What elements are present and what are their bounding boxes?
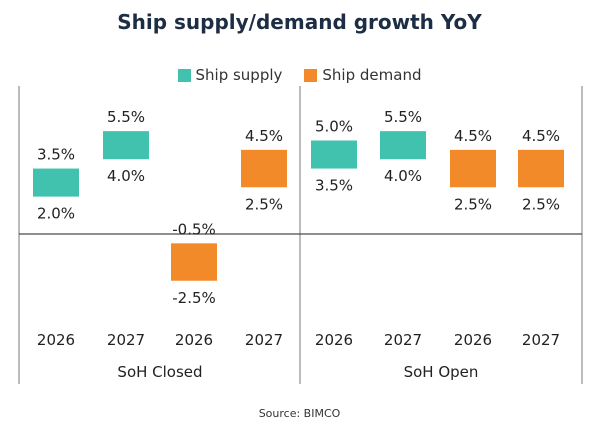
bar-low-label-7: 2.5% (522, 195, 560, 213)
bar-demand-2 (171, 243, 217, 281)
x-tick-label-5: 2027 (384, 331, 422, 349)
bar-supply-4 (311, 140, 357, 169)
legend-label-supply: Ship supply (195, 66, 283, 84)
bar-low-label-3: 2.5% (245, 195, 283, 213)
group-label-0: SoH Closed (117, 363, 202, 381)
group-label-1: SoH Open (404, 363, 479, 381)
bar-supply-0 (33, 168, 79, 197)
bar-high-label-7: 4.5% (522, 127, 560, 145)
x-tick-label-0: 2026 (37, 331, 75, 349)
bar-high-label-5: 5.5% (384, 108, 422, 126)
bar-high-label-2: -0.5% (172, 220, 216, 238)
chart-title: Ship supply/demand growth YoY (117, 10, 482, 34)
legend-label-demand: Ship demand (322, 66, 422, 84)
legend: Ship supply Ship demand (0, 66, 599, 84)
bar-demand-6 (450, 149, 496, 188)
source-note: Source: BIMCO (258, 407, 341, 420)
bar-low-label-6: 2.5% (454, 195, 492, 213)
x-tick-label-3: 2027 (245, 331, 283, 349)
bar-high-label-0: 3.5% (37, 146, 75, 164)
x-tick-label-1: 2027 (107, 331, 145, 349)
bar-low-label-2: -2.5% (172, 289, 216, 307)
x-tick-label-4: 2026 (315, 331, 353, 349)
bar-supply-5 (380, 131, 426, 160)
bar-supply-1 (103, 131, 149, 160)
bar-high-label-3: 4.5% (245, 127, 283, 145)
legend-swatch-supply (177, 68, 191, 82)
bar-high-label-4: 5.0% (315, 118, 353, 136)
legend-item-supply: Ship supply (177, 66, 283, 84)
legend-swatch-demand (304, 68, 318, 82)
bar-low-label-4: 3.5% (315, 177, 353, 195)
x-tick-label-2: 2026 (175, 331, 213, 349)
bar-low-label-0: 2.0% (37, 205, 75, 223)
bar-demand-3 (241, 149, 287, 188)
bar-low-label-1: 4.0% (107, 167, 145, 185)
bar-high-label-6: 4.5% (454, 127, 492, 145)
x-tick-label-7: 2027 (522, 331, 560, 349)
x-tick-label-6: 2026 (454, 331, 492, 349)
bar-demand-7 (518, 149, 564, 188)
legend-item-demand: Ship demand (304, 66, 421, 84)
bar-low-label-5: 4.0% (384, 167, 422, 185)
bar-high-label-1: 5.5% (107, 108, 145, 126)
